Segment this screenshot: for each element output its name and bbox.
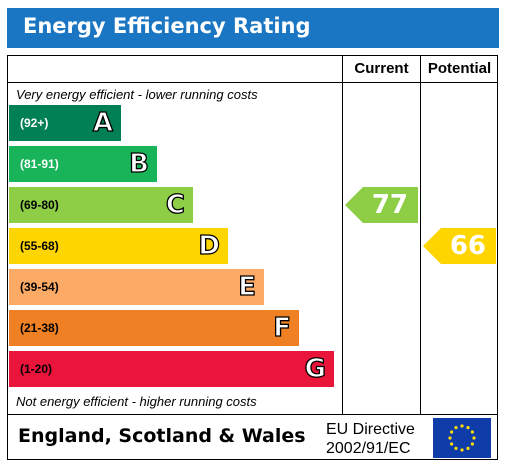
band-letter: F: [273, 312, 292, 343]
band-range-label: (1-20): [20, 362, 53, 376]
band-range-label: (92+): [20, 116, 49, 130]
region-label: England, Scotland & Wales: [18, 425, 306, 447]
header-row-divider: [7, 82, 498, 83]
band-letter: B: [129, 148, 150, 179]
band-range-label: (69-80): [20, 198, 59, 212]
note-not-efficient: Not energy efficient - higher running co…: [16, 394, 257, 409]
eu-star-icon: [466, 446, 470, 450]
rating-band-e: (39-54) E: [9, 269, 264, 305]
note-very-efficient: Very energy efficient - lower running co…: [16, 87, 258, 102]
potential-rating-arrow-value: 66: [449, 231, 486, 261]
column-header-potential: Potential: [427, 60, 492, 77]
potential-rating-arrow: 66: [423, 228, 496, 264]
eu-star-icon: [460, 448, 464, 452]
eu-star-icon: [454, 446, 458, 450]
column-divider-potential: [420, 55, 421, 415]
eu-star-icon: [454, 426, 458, 430]
band-range-label: (81-91): [20, 157, 59, 171]
eu-star-icon: [470, 430, 474, 434]
eu-star-icon: [450, 430, 454, 434]
rating-band-d: (55-68) D: [9, 228, 228, 264]
footer-row-divider: [7, 414, 498, 415]
eu-star-icon: [448, 436, 452, 440]
eu-star-icon: [472, 436, 476, 440]
eu-star-icon: [460, 424, 464, 428]
band-letter: G: [304, 353, 327, 384]
column-divider-current: [342, 55, 343, 415]
band-letter: E: [238, 271, 257, 302]
page-title: Energy Efficiency Rating: [23, 14, 311, 38]
column-header-current: Current: [354, 60, 409, 77]
band-range-label: (55-68): [20, 239, 59, 253]
band-range-label: (39-54): [20, 280, 59, 294]
band-letter: D: [198, 230, 221, 261]
rating-band-a: (92+) A: [9, 105, 121, 141]
current-rating-arrow-value: 77: [371, 190, 408, 220]
eu-star-icon: [466, 426, 470, 430]
header-bar: Energy Efficiency Rating: [7, 8, 499, 48]
current-rating-arrow: 77: [345, 187, 418, 223]
rating-table-frame: [7, 55, 498, 460]
eu-directive-line2: 2002/91/EC: [326, 440, 411, 457]
rating-band-g: (1-20) G: [9, 351, 334, 387]
band-letter: A: [92, 107, 113, 138]
rating-band-c: (69-80) C: [9, 187, 193, 223]
rating-band-b: (81-91) B: [9, 146, 157, 182]
eu-star-icon: [450, 442, 454, 446]
band-range-label: (21-38): [20, 321, 59, 335]
eu-directive-line1: EU Directive: [326, 421, 415, 438]
eu-star-icon: [470, 442, 474, 446]
rating-band-f: (21-38) F: [9, 310, 299, 346]
eu-flag-icon: [433, 418, 491, 458]
eu-directive: EU Directive 2002/91/EC: [326, 420, 415, 458]
band-letter: C: [165, 189, 185, 220]
